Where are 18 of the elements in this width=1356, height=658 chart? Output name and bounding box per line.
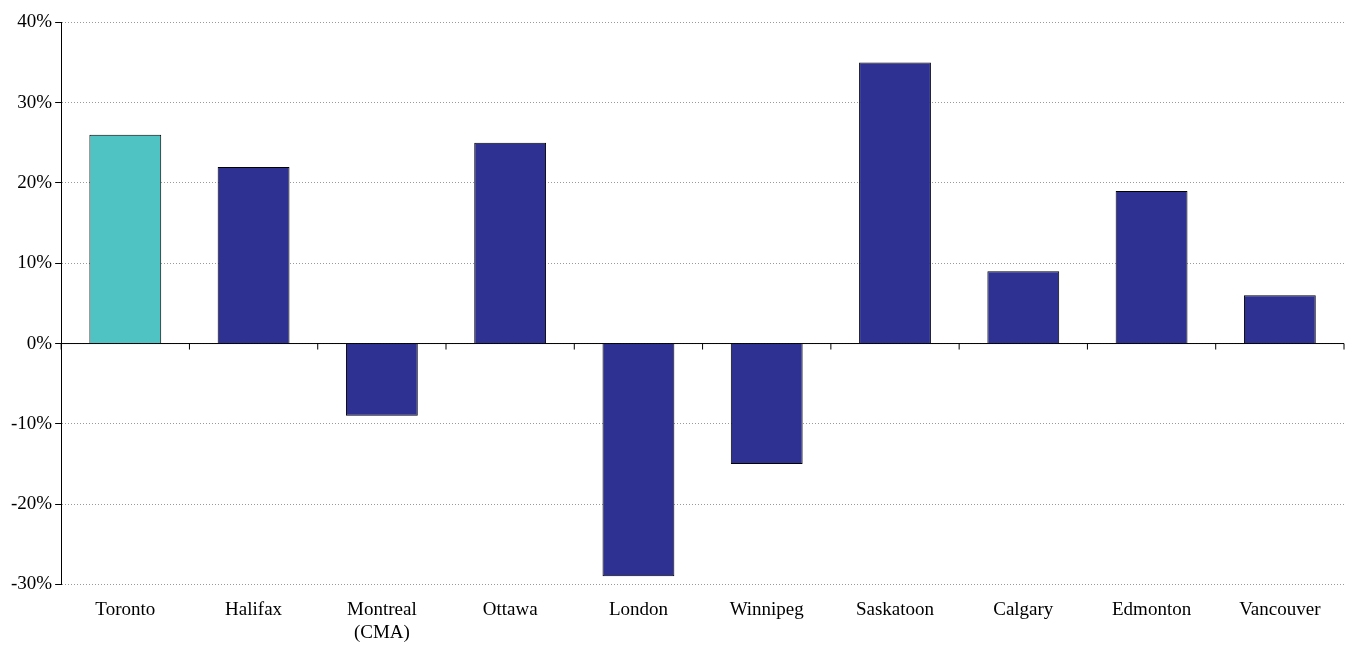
y-tick-label: 20% [17,170,53,192]
y-tick-label: 0% [26,331,53,353]
x-tick-label: Montreal (CMA) [347,597,417,643]
x-tick-label: Saskatoon [855,597,935,619]
y-tick-label: 30% [17,90,53,112]
x-tick-label: Toronto [95,597,156,619]
x-tick-label: Ottawa [482,597,539,619]
y-tick-label: -20% [11,492,53,514]
y-tick-label: 10% [17,251,53,273]
x-tick-label: London [608,597,669,619]
x-tick-label: Halifax [225,597,283,619]
x-tick-label: Calgary [993,597,1054,619]
y-tick-label: -10% [11,411,53,433]
x-tick-label: Vancouver [1239,597,1322,619]
y-tick-label: -30% [11,572,53,594]
x-tick-label: Winnipeg [729,597,805,619]
x-tick-label: Edmonton [1111,597,1192,619]
y-tick-label: 40% [17,10,53,32]
